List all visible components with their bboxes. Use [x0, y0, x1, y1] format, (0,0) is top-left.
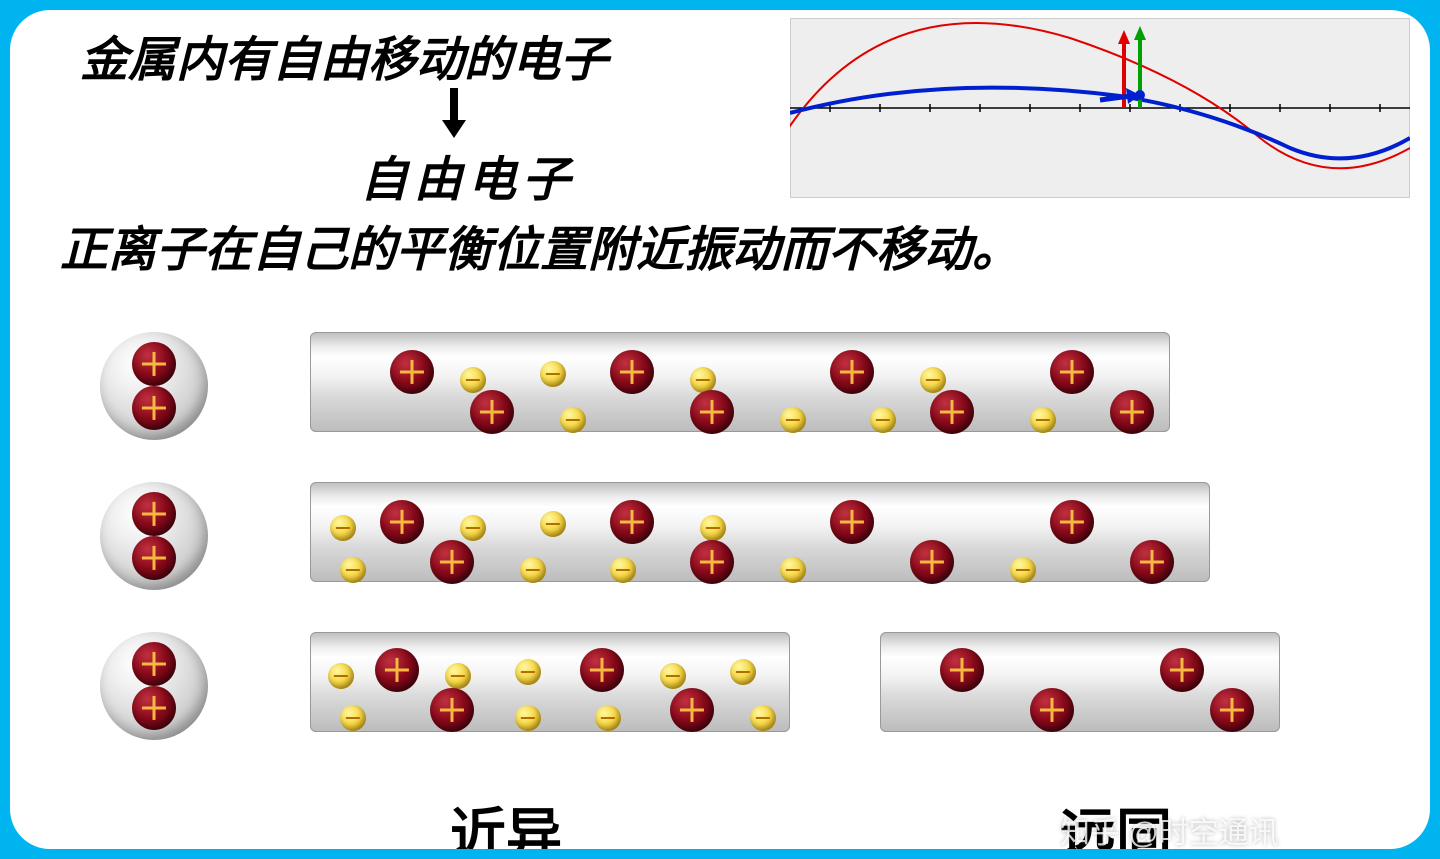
positive-ion	[1050, 350, 1094, 394]
ion-pair-sphere	[100, 332, 208, 440]
electron	[1030, 407, 1056, 433]
electron	[595, 705, 621, 731]
positive-ion	[1160, 648, 1204, 692]
electron	[340, 557, 366, 583]
conductor-tube	[310, 482, 1210, 582]
positive-ion	[132, 536, 176, 580]
positive-ion	[132, 642, 176, 686]
positive-ion	[390, 350, 434, 394]
wave-inset-panel	[790, 18, 1410, 198]
electron	[700, 515, 726, 541]
conductor-tube	[310, 332, 1170, 432]
positive-ion	[830, 350, 874, 394]
electron	[780, 557, 806, 583]
positive-ion	[380, 500, 424, 544]
positive-ion	[830, 500, 874, 544]
positive-ion	[1110, 390, 1154, 434]
positive-ion	[930, 390, 974, 434]
electron	[460, 515, 486, 541]
positive-ion	[132, 386, 176, 430]
positive-ion	[670, 688, 714, 732]
positive-ion	[470, 390, 514, 434]
conductor-tube	[310, 632, 790, 732]
electron	[540, 361, 566, 387]
electron	[515, 705, 541, 731]
electron	[1010, 557, 1036, 583]
ion-pair-sphere	[100, 632, 208, 740]
positive-ion	[1210, 688, 1254, 732]
positive-ion	[1030, 688, 1074, 732]
positive-ion	[132, 342, 176, 386]
electron	[920, 367, 946, 393]
ion-pair-sphere	[100, 482, 208, 590]
wave-plot	[790, 18, 1410, 198]
positive-ion	[690, 540, 734, 584]
positive-ion	[690, 390, 734, 434]
positive-ion	[580, 648, 624, 692]
headline-line1: 金属内有自由移动的电子	[80, 20, 608, 90]
electron	[520, 557, 546, 583]
positive-ion	[610, 500, 654, 544]
arrow-target-label: 自由电子	[360, 140, 576, 210]
caption-near-different: 近异	[450, 790, 562, 849]
watermark-text: 知乎 @时空通讯	[1060, 808, 1279, 852]
electron	[560, 407, 586, 433]
electron	[340, 705, 366, 731]
electron	[330, 515, 356, 541]
positive-ion	[132, 686, 176, 730]
arrow-down-icon	[440, 86, 468, 138]
electron	[870, 407, 896, 433]
electron	[750, 705, 776, 731]
positive-ion	[940, 648, 984, 692]
positive-ion	[132, 492, 176, 536]
positive-ion	[430, 540, 474, 584]
positive-ion	[1130, 540, 1174, 584]
positive-ion	[375, 648, 419, 692]
electron	[515, 659, 541, 685]
headline-line2: 正离子在自己的平衡位置附近振动而不移动。	[60, 210, 1020, 280]
electron	[730, 659, 756, 685]
positive-ion	[910, 540, 954, 584]
electron	[610, 557, 636, 583]
positive-ion	[610, 350, 654, 394]
electron	[780, 407, 806, 433]
positive-ion	[1050, 500, 1094, 544]
electron	[540, 511, 566, 537]
electron	[660, 663, 686, 689]
electron	[328, 663, 354, 689]
conductor-tube	[880, 632, 1280, 732]
electron	[460, 367, 486, 393]
slide-card: 金属内有自由移动的电子 自由电子 正离子在自己的平衡位置附近振动而不移动。	[10, 10, 1430, 849]
electron	[445, 663, 471, 689]
positive-ion	[430, 688, 474, 732]
